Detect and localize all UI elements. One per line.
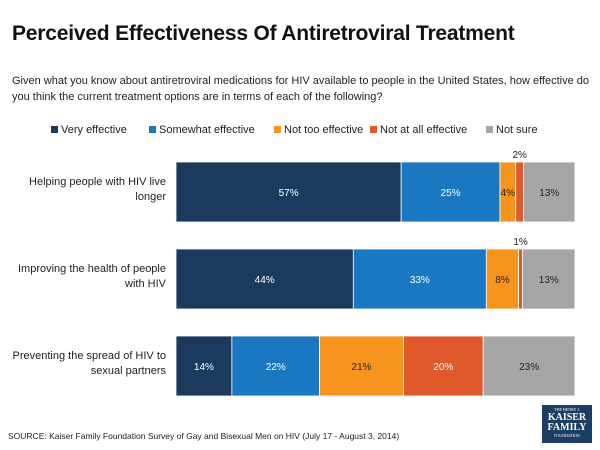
chart-title: Perceived Effectiveness Of Antiretrovira… (12, 22, 515, 45)
data-label-0-2: 4% (501, 188, 516, 199)
data-label-0-1: 25% (441, 188, 461, 199)
legend-swatch-1 (149, 126, 156, 133)
legend-label-0: Very effective (61, 124, 127, 136)
data-label-2-2: 21% (352, 362, 372, 373)
category-label-0-0: Helping people with HIV live (29, 176, 166, 188)
category-label-1-1: with HIV (124, 278, 167, 290)
legend-swatch-2 (274, 126, 281, 133)
legend-swatch-3 (370, 126, 377, 133)
data-label-1-4: 13% (539, 275, 559, 286)
legend-label-3: Not at all effective (380, 124, 467, 136)
data-label-0-0: 57% (279, 188, 299, 199)
logo-line-3: FAMILY (547, 422, 587, 433)
category-label-0-1: longer (135, 191, 166, 203)
category-label-2-0: Preventing the spread of HIV to (13, 350, 166, 362)
data-label-1-0: 44% (255, 275, 275, 286)
legend-label-2: Not too effective (284, 124, 363, 136)
data-label-0-4: 13% (539, 188, 559, 199)
legend-label-4: Not sure (496, 124, 538, 136)
logo-line-4: FOUNDATION (554, 433, 580, 438)
stacked-bar-chart: Very effective Somewhat effective Not too … (13, 124, 576, 397)
bar-segment-0-4 (523, 161, 576, 223)
bar-segment-2-0 (175, 335, 233, 397)
logo-line-1: THE HENRY J. (554, 407, 580, 412)
data-label-1-3: 1% (513, 237, 528, 248)
legend-label-1: Somewhat effective (159, 124, 255, 136)
bar-segment-1-3 (518, 248, 524, 310)
bar-segment-0-3 (515, 161, 525, 223)
data-label-0-3: 2% (512, 150, 527, 161)
bar-segment-1-4 (522, 248, 576, 310)
question-text: Given what you know about antiretroviral… (12, 75, 590, 103)
bar-segment-0-1 (400, 161, 501, 223)
logo-line-2: KAISER (547, 412, 587, 423)
kff-logo: THE HENRY J. KAISER FAMILY FOUNDATION (542, 405, 592, 443)
bar-segment-0-0 (175, 161, 402, 223)
legend-swatch-0 (51, 126, 58, 133)
bar-segment-1-2 (485, 248, 519, 310)
data-label-2-3: 20% (433, 362, 453, 373)
category-label-1-0: Improving the health of people (18, 263, 166, 275)
source-note: SOURCE: Kaiser Family Foundation Survey … (8, 431, 400, 441)
bar-segment-2-1 (231, 335, 321, 397)
bar-segment-2-4 (482, 335, 576, 397)
bar-segment-2-3 (403, 335, 484, 397)
category-label-2-1: sexual partners (91, 365, 167, 377)
data-label-2-0: 14% (194, 362, 214, 373)
data-label-1-2: 8% (495, 275, 510, 286)
data-label-2-1: 22% (266, 362, 286, 373)
data-label-1-1: 33% (410, 275, 430, 286)
legend-swatch-4 (486, 126, 493, 133)
data-label-2-4: 23% (519, 362, 539, 373)
